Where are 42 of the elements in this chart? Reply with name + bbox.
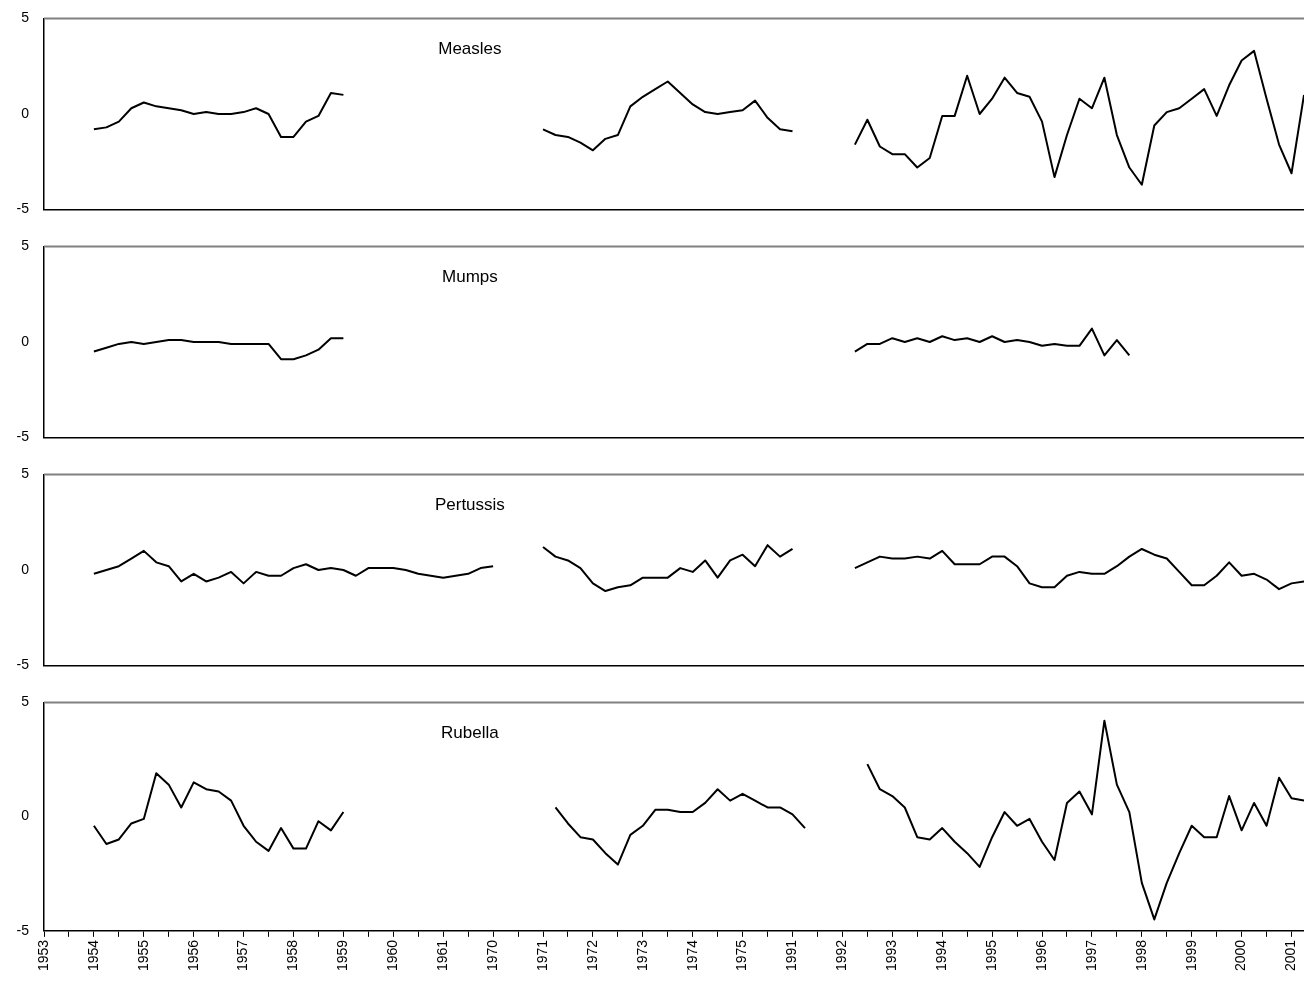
x-tick-label: 2000 — [1232, 939, 1249, 972]
y-tick-label: 0 — [21, 104, 30, 121]
x-tick-label: 1998 — [1132, 939, 1149, 972]
x-tick-label: 1993 — [883, 939, 900, 972]
x-tick-label: 1958 — [284, 939, 301, 972]
y-tick-label: 0 — [21, 807, 30, 824]
x-tick-label: 1954 — [84, 939, 101, 972]
x-tick-label: 1975 — [733, 939, 750, 972]
y-tick-label: -5 — [16, 921, 30, 938]
x-tick-label: 1956 — [184, 939, 201, 972]
x-tick-label: 1970 — [483, 939, 500, 972]
x-tick-label: 1996 — [1032, 939, 1049, 972]
x-tick-label: 1961 — [434, 939, 451, 972]
x-tick-label: 2001 — [1282, 939, 1299, 972]
x-tick-label: 1959 — [334, 939, 351, 972]
text: Rubella — [441, 722, 500, 742]
y-tick-label: 0 — [21, 332, 30, 349]
y-tick-label: -5 — [16, 656, 30, 673]
x-tick-label: 1974 — [683, 939, 700, 972]
x-tick-label: 1991 — [783, 939, 800, 972]
text: Mumps — [442, 266, 498, 286]
text: Measles — [438, 38, 502, 58]
x-tick-label: 1955 — [134, 939, 151, 972]
x-tick-label: 1992 — [833, 939, 850, 972]
y-tick-label: 5 — [21, 465, 30, 482]
y-tick-label: 5 — [21, 693, 30, 710]
y-tick-label: 5 — [21, 9, 30, 26]
text: Pertussis — [434, 494, 505, 514]
x-tick-label: 1957 — [234, 939, 251, 972]
x-tick-label: 1995 — [982, 939, 999, 972]
y-tick-label: -5 — [16, 428, 30, 445]
x-tick-label: 1972 — [583, 939, 600, 972]
y-tick-label: 0 — [21, 560, 30, 577]
x-tick-label: 1997 — [1082, 939, 1099, 972]
x-tick-label: 1973 — [633, 939, 650, 972]
x-tick-label: 1999 — [1182, 939, 1199, 972]
x-tick-label: 1994 — [933, 939, 950, 972]
x-tick-label: 1971 — [533, 939, 550, 972]
x-tick-label: 1953 — [34, 939, 51, 972]
y-tick-label: -5 — [16, 200, 30, 217]
x-tick-label: 1960 — [384, 939, 401, 972]
y-tick-label: 5 — [21, 237, 30, 254]
